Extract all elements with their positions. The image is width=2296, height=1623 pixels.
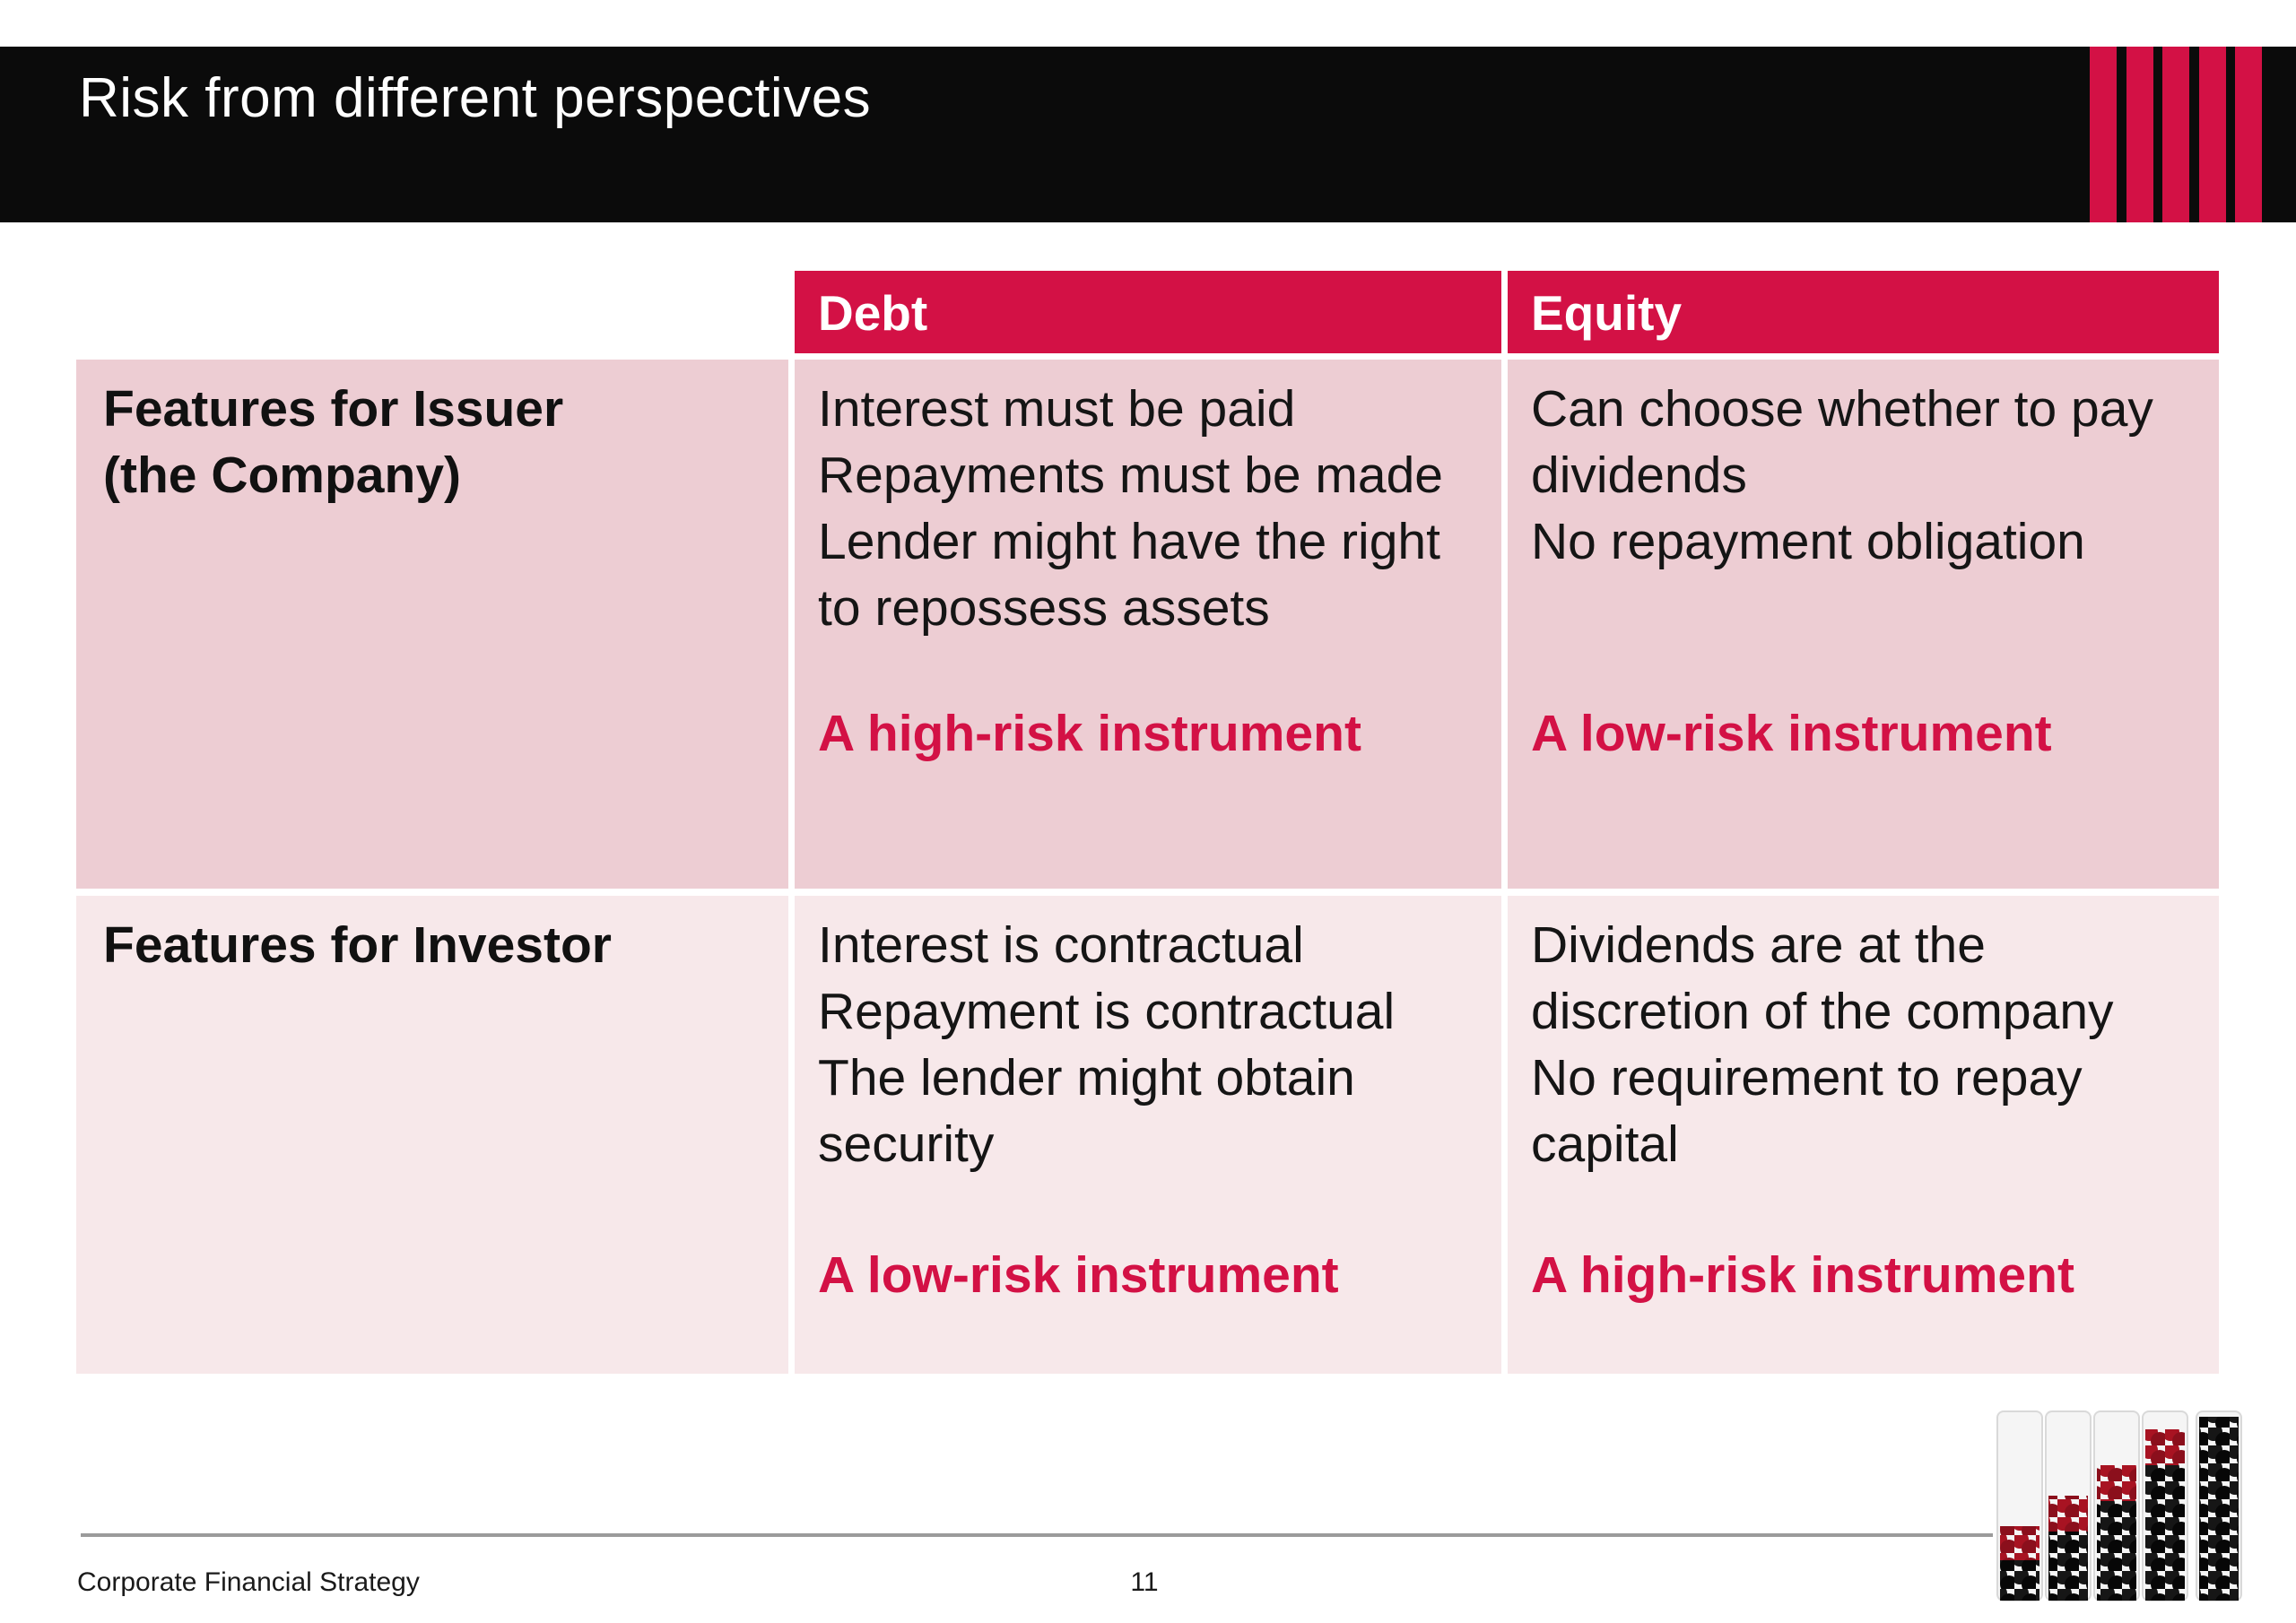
point: Lender might have the right to repossess… (818, 513, 1440, 637)
risk-statement: A high-risk instrument (818, 705, 1361, 762)
cell-issuer-equity: Can choose whether to pay dividends No r… (1508, 360, 2219, 889)
page-title: Risk from different perspectives (79, 67, 872, 129)
footer-divider (81, 1533, 1997, 1537)
test-tubes-graphic (1996, 1410, 2242, 1601)
cell-investor-equity: Dividends are at the discretion of the c… (1508, 896, 2219, 1374)
test-tube (2196, 1410, 2242, 1601)
test-tube (2093, 1410, 2140, 1601)
point: No requirement to repay capital (1531, 1049, 2083, 1173)
risk-statement: A high-risk instrument (1531, 1246, 2074, 1304)
point: Repayment is contractual (818, 983, 1396, 1040)
point: Interest is contractual (818, 916, 1304, 974)
row-label-issuer: Features for Issuer (the Company) (76, 360, 788, 889)
brand-stripe (2198, 47, 2226, 222)
point: Interest must be paid (818, 380, 1296, 438)
point: Can choose whether to pay dividends (1531, 380, 2153, 504)
cell-points: Interest must be paid Repayments must be… (818, 376, 1491, 700)
page-number: 11 (1130, 1567, 1159, 1597)
cell-points: Dividends are at the discretion of the c… (1531, 912, 2208, 1242)
cell-points: Interest is contractual Repayment is con… (818, 912, 1491, 1242)
brand-stripe (2126, 47, 2153, 222)
title-band: Risk from different perspectives (0, 47, 2296, 222)
point: Dividends are at the discretion of the c… (1531, 916, 2114, 1040)
test-tube (2045, 1410, 2092, 1601)
point: The lender might obtain security (818, 1049, 1355, 1173)
brand-stripe (2090, 47, 2117, 222)
row-label-line: Features for Investor (103, 916, 612, 974)
risk-statement: A low-risk instrument (1531, 705, 2052, 762)
row-label-investor: Features for Investor (76, 896, 788, 1374)
risk-statement: A low-risk instrument (818, 1246, 1339, 1304)
point: Repayments must be made (818, 447, 1443, 504)
cell-points: Can choose whether to pay dividends No r… (1531, 376, 2208, 700)
row-label-line: Features for Issuer (103, 380, 564, 438)
test-tube (2142, 1410, 2188, 1601)
point: No repayment obligation (1531, 513, 2085, 570)
column-header-debt: Debt (795, 271, 1501, 353)
column-header-equity: Equity (1508, 271, 2219, 353)
footer-course-label: Corporate Financial Strategy (77, 1567, 420, 1597)
brand-stripe (2235, 47, 2262, 222)
brand-stripes-icon (2090, 47, 2262, 222)
cell-investor-debt: Interest is contractual Repayment is con… (795, 896, 1501, 1374)
cell-issuer-debt: Interest must be paid Repayments must be… (795, 360, 1501, 889)
test-tube (1996, 1410, 2043, 1601)
test-tubes-image (1993, 1410, 2253, 1616)
row-label-line: (the Company) (103, 447, 461, 504)
brand-stripe (2162, 47, 2189, 222)
